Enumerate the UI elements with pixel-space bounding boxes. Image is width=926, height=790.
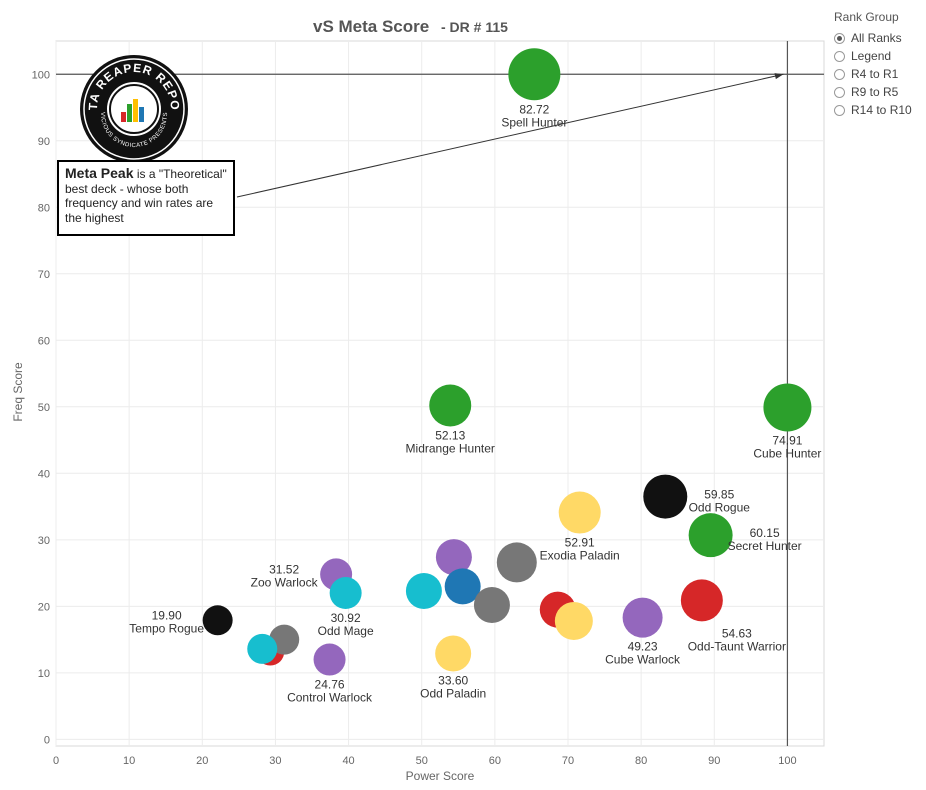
meta-peak-callout: Meta Peak is a "Theoretical" best deck -…: [57, 160, 235, 236]
data-point: [558, 491, 601, 534]
point-score-label: 60.15: [750, 526, 780, 540]
y-tick-label: 20: [38, 601, 50, 613]
legend-item-r9-r5[interactable]: R9 to R5: [834, 83, 912, 101]
x-tick-label: 60: [489, 755, 501, 767]
y-tick-label: 70: [38, 269, 50, 281]
x-tick-label: 30: [269, 755, 281, 767]
legend-label: R14 to R10: [851, 103, 912, 117]
legend-item-r14-r10[interactable]: R14 to R10: [834, 101, 912, 119]
legend-item-legend[interactable]: Legend: [834, 47, 912, 65]
legend-item-all-ranks[interactable]: All Ranks: [834, 29, 912, 47]
data-point: [435, 635, 472, 672]
data-point: [405, 573, 442, 610]
data-point: [313, 643, 346, 676]
y-tick-label: 60: [38, 335, 50, 347]
legend-item-r4-r1[interactable]: R4 to R1: [834, 65, 912, 83]
point-deck-label: Odd Rogue: [689, 501, 751, 515]
x-tick-label: 20: [196, 755, 208, 767]
callout-text: is a "Theoretical" best deck - whose bot…: [65, 167, 227, 225]
point-score-label: 52.91: [565, 536, 595, 550]
point-deck-label: Odd Mage: [318, 624, 374, 638]
point-deck-label: Tempo Rogue: [129, 621, 204, 635]
point-deck-label: Exodia Paladin: [540, 549, 620, 563]
point-deck-label: Odd-Taunt Warrior: [688, 639, 786, 653]
point-score-label: 19.90: [152, 608, 182, 622]
point-score-label: 52.13: [435, 428, 465, 442]
chart-title: vS Meta Score: [313, 17, 429, 36]
legend-label: R9 to R5: [851, 85, 899, 99]
y-tick-label: 10: [38, 668, 50, 680]
point-deck-label: Secret Hunter: [728, 539, 802, 553]
arrow-head: [774, 73, 784, 80]
radio-icon[interactable]: [834, 68, 845, 80]
y-axis-label: Freq Score: [11, 362, 25, 422]
x-tick-label: 70: [562, 755, 574, 767]
data-points: [202, 48, 812, 676]
y-tick-label: 50: [38, 402, 50, 414]
data-reaper-logo: DATA REAPER REPORT VICIOUS SYNDICATE PRE…: [74, 43, 189, 164]
point-score-label: 49.23: [628, 640, 658, 654]
y-tick-label: 80: [38, 202, 50, 214]
point-score-label: 82.72: [519, 102, 549, 116]
y-tick-label: 100: [32, 69, 50, 81]
point-deck-label: Cube Warlock: [605, 653, 681, 667]
y-tick-label: 0: [44, 734, 50, 746]
point-deck-label: Cube Hunter: [753, 446, 821, 460]
data-point: [444, 568, 481, 605]
point-deck-label: Zoo Warlock: [251, 575, 319, 589]
data-point: [680, 579, 723, 622]
x-tick-label: 40: [342, 755, 354, 767]
radio-icon[interactable]: [834, 50, 845, 62]
x-tick-label: 10: [123, 755, 135, 767]
point-deck-label: Odd Paladin: [420, 687, 486, 701]
arrow-line: [236, 73, 784, 198]
annotation-arrow: [236, 73, 784, 198]
data-point: [554, 601, 593, 640]
data-point: [473, 587, 510, 623]
point-score-label: 30.92: [331, 611, 361, 625]
data-point: [496, 542, 537, 583]
x-tick-label: 80: [635, 755, 647, 767]
point-score-label: 33.60: [438, 674, 468, 688]
data-point: [763, 383, 812, 432]
data-point: [329, 577, 362, 610]
point-deck-label: Midrange Hunter: [406, 441, 495, 455]
callout-bold-text: Meta Peak: [65, 165, 134, 181]
data-point: [688, 513, 733, 558]
y-tick-label: 90: [38, 136, 50, 148]
x-axis-label: Power Score: [406, 769, 475, 783]
radio-icon[interactable]: [834, 104, 845, 116]
point-deck-label: Spell Hunter: [501, 115, 567, 129]
point-score-label: 74.91: [772, 433, 802, 447]
data-point: [247, 633, 278, 664]
point-deck-label: Control Warlock: [287, 691, 373, 705]
axis-ticks: 0 10 20 30 40 50 60 70 80 90 100 0 10 20 30 40 50 60 70 80 9…: [32, 69, 797, 767]
radio-icon[interactable]: [834, 32, 845, 44]
chart-subtitle: - DR # 115: [441, 19, 508, 35]
legend-label: Legend: [851, 49, 892, 63]
data-point: [435, 539, 472, 576]
point-score-label: 54.63: [722, 626, 752, 640]
data-point: [643, 474, 688, 519]
point-score-label: 59.85: [704, 488, 734, 502]
legend-title: Rank Group: [834, 10, 899, 24]
x-tick-label: 0: [53, 755, 59, 767]
rank-group-legend: Rank Group All Ranks Legend R4 to R1 R9 …: [834, 10, 912, 119]
point-score-label: 24.76: [315, 678, 345, 692]
data-point: [429, 384, 472, 427]
data-point: [622, 597, 663, 638]
y-tick-label: 40: [38, 468, 50, 480]
x-tick-label: 50: [416, 755, 428, 767]
legend-label: R4 to R1: [851, 67, 899, 81]
radio-icon[interactable]: [834, 86, 845, 98]
point-score-label: 31.52: [269, 562, 299, 576]
data-point: [202, 605, 233, 636]
legend-label: All Ranks: [851, 31, 902, 45]
data-point: [508, 48, 561, 101]
y-tick-label: 30: [38, 535, 50, 547]
x-tick-label: 90: [708, 755, 720, 767]
x-tick-label: 100: [778, 755, 796, 767]
